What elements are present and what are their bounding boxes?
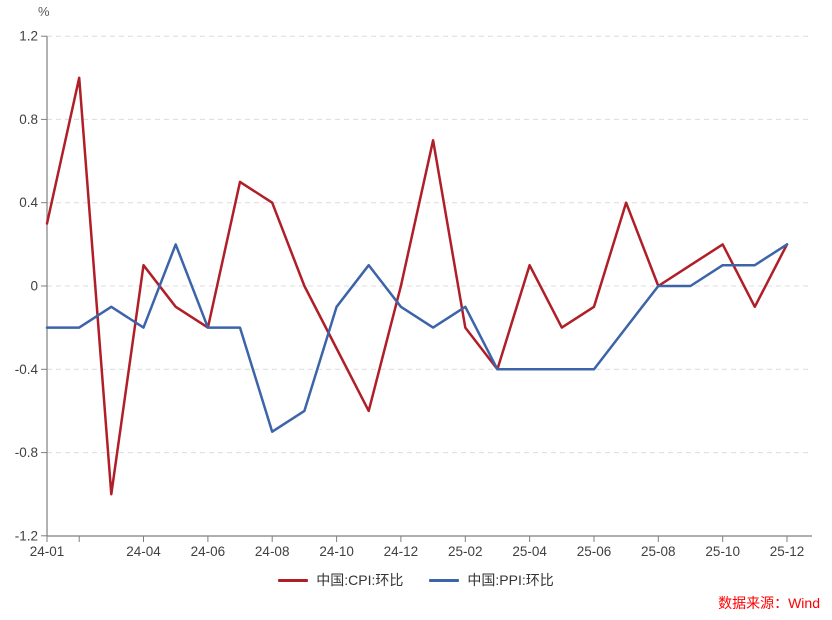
y-tick-label: -0.4 — [15, 362, 39, 377]
y-tick-label: -0.8 — [15, 445, 38, 460]
cpi-line-swatch-icon — [278, 578, 309, 582]
source-note: 数据来源：Wind — [718, 595, 820, 611]
y-tick-label: 0.4 — [19, 195, 38, 210]
x-tick-label: 24-10 — [319, 544, 354, 559]
y-tick-label: 0 — [30, 279, 38, 294]
ppi-line — [45, 243, 789, 433]
x-tick-label: 24-12 — [384, 544, 419, 559]
x-tick-label: 25-08 — [641, 544, 676, 559]
cpi-line — [45, 76, 789, 496]
legend-item-ppi: 中国:PPI:环比 — [429, 570, 554, 590]
y-tick-label: 1.2 — [19, 29, 38, 44]
x-tick-label: 25-06 — [577, 544, 612, 559]
legend-item-cpi: 中国:CPI:环比 — [278, 570, 403, 590]
x-tick-label: 25-12 — [770, 544, 805, 559]
x-tick-label: 25-10 — [705, 544, 740, 559]
legend: 中国:CPI:环比 中国:PPI:环比 — [0, 570, 832, 590]
x-tick-label: 24-08 — [255, 544, 290, 559]
legend-label-ppi: 中国:PPI:环比 — [467, 572, 554, 588]
x-tick-label: 24-04 — [126, 544, 161, 559]
legend-label-cpi: 中国:CPI:环比 — [316, 572, 404, 588]
ppi-line-swatch-icon — [429, 578, 460, 582]
x-tick-label: 24-06 — [191, 544, 226, 559]
y-tick-label: -1.2 — [15, 528, 38, 543]
y-tick-label: 0.8 — [19, 112, 38, 127]
x-tick-label: 25-02 — [448, 544, 483, 559]
x-tick-label: 25-04 — [512, 544, 547, 559]
x-tick-label: 24-01 — [30, 544, 65, 559]
y-axis-unit-label: % — [38, 4, 50, 19]
